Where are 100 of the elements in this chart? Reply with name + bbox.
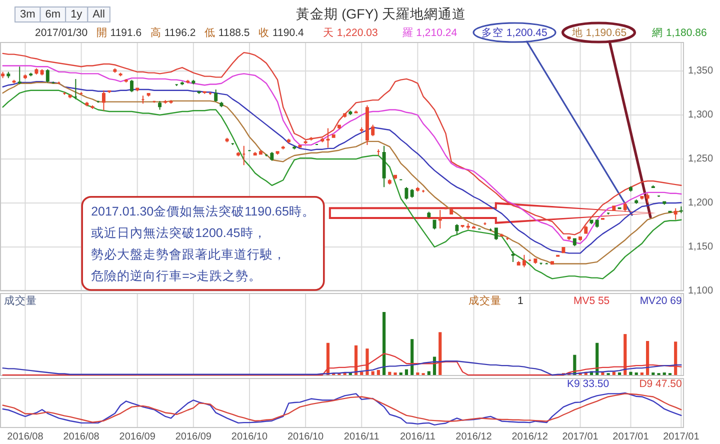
text: MV20 69 <box>640 295 682 307</box>
bar <box>371 371 374 375</box>
bar <box>438 332 442 375</box>
candlestick <box>371 124 375 137</box>
candlestick <box>416 186 420 192</box>
candlestick <box>511 250 515 262</box>
x-tick-label: 2016/08 <box>7 432 44 442</box>
candlestick <box>578 236 582 242</box>
x-tick-label: 2016/09 <box>175 432 212 442</box>
y-tick-label: 1,250 <box>688 154 714 165</box>
candlestick <box>410 188 414 198</box>
x-tick-label: 2016/10 <box>287 432 324 442</box>
candlestick <box>572 238 576 247</box>
bar <box>618 372 622 375</box>
candlestick <box>141 95 145 104</box>
text: All <box>92 8 105 20</box>
bar <box>388 372 392 375</box>
candlestick <box>12 79 16 84</box>
x-tick-label: 2016/12 <box>512 432 548 442</box>
bar <box>634 372 638 375</box>
candlestick <box>23 74 27 80</box>
candlestick <box>220 101 224 108</box>
bar <box>629 372 632 375</box>
candlestick <box>253 151 257 156</box>
candlestick <box>348 110 352 116</box>
annotation: 2017.01.30金價如無法突破1190.65時。 <box>91 204 315 219</box>
candlestick <box>472 225 476 230</box>
candlestick <box>164 100 168 104</box>
bar <box>360 372 364 375</box>
candlestick <box>186 79 190 84</box>
text: 地 1,190.65 <box>570 26 627 39</box>
annotation: 勢必大盤走勢會跟著此車道行駛， <box>91 248 286 262</box>
candlestick <box>85 101 89 107</box>
bar <box>416 372 420 375</box>
candlestick <box>455 224 459 236</box>
candlestick <box>202 90 206 94</box>
bar <box>596 342 599 375</box>
candlestick <box>6 71 10 79</box>
y-tick-label: 1,200 <box>688 198 714 209</box>
candlestick <box>102 90 106 112</box>
candlestick <box>146 92 150 98</box>
text: 2017/01/30 <box>35 27 88 39</box>
series-label: K9 33.50 <box>567 378 610 390</box>
annotation: 或近日內無法突破1200.45時， <box>91 226 266 240</box>
candlestick <box>225 137 229 143</box>
x-tick-label: 2016/11 <box>344 432 380 442</box>
bar <box>646 340 650 375</box>
candlestick <box>629 186 632 192</box>
bar <box>382 312 386 375</box>
candlestick <box>646 192 650 204</box>
candlestick <box>169 100 173 104</box>
bar <box>376 370 380 375</box>
candlestick <box>623 202 627 212</box>
y-tick-label: 1,150 <box>688 242 714 253</box>
candlestick <box>494 227 498 240</box>
text: 1y <box>70 8 83 20</box>
candlestick <box>136 87 140 92</box>
candlestick <box>466 222 470 230</box>
text: 6m <box>45 8 61 20</box>
text: 收 1190.4 <box>258 27 304 39</box>
candlestick <box>197 90 201 94</box>
candlestick <box>309 136 313 142</box>
x-tick-label: 2016/08 <box>63 432 100 442</box>
candlestick <box>427 211 431 218</box>
text: 網 1,180.86 <box>651 27 707 39</box>
text: 羅 1,210.24 <box>402 27 458 39</box>
annotation: 危險的逆向行車=>走跌之勢。 <box>91 269 262 284</box>
candlestick <box>382 145 386 188</box>
candlestick <box>90 104 94 110</box>
x-tick-label: 2016/11 <box>400 432 436 442</box>
candlestick <box>276 150 280 156</box>
bar <box>652 372 655 375</box>
text: 3m <box>20 8 36 20</box>
text: 天 1,220.03 <box>323 27 378 39</box>
candlestick <box>46 68 50 83</box>
candlestick <box>376 148 380 156</box>
candlestick <box>567 236 571 240</box>
candlestick <box>332 134 336 138</box>
candlestick <box>404 186 408 200</box>
candlestick <box>394 174 397 180</box>
candlestick <box>640 195 644 200</box>
bar <box>662 372 666 375</box>
x-tick-label: 2016/10 <box>231 432 268 442</box>
bar <box>410 339 414 375</box>
candlestick <box>292 145 296 150</box>
candlestick <box>354 110 358 114</box>
y-tick-label: 1,300 <box>688 110 714 121</box>
candlestick <box>460 224 464 228</box>
bar <box>601 372 604 375</box>
candlestick <box>68 94 72 99</box>
candlestick <box>388 178 392 186</box>
candlestick <box>634 198 638 204</box>
candlestick <box>192 79 196 85</box>
candlestick <box>281 145 285 150</box>
candlestick <box>522 254 526 268</box>
candlestick <box>674 208 678 220</box>
candlestick <box>360 126 364 134</box>
candlestick <box>270 151 274 162</box>
series-label: D9 47.50 <box>639 378 682 390</box>
x-tick-label: 2016/09 <box>119 432 156 442</box>
